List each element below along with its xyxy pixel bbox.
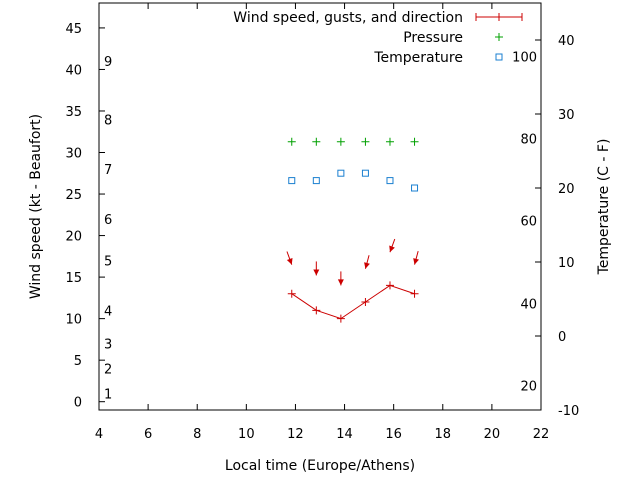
wind-speed-point <box>336 314 345 323</box>
legend-label: Pressure <box>403 30 463 46</box>
legend-sample-marker <box>495 33 503 41</box>
y2-tick-label: 40 <box>558 34 575 49</box>
fahrenheit-label: 60 <box>520 215 537 230</box>
y-tick-label: 0 <box>74 396 82 411</box>
wind-direction-arrow <box>364 255 370 269</box>
wind-speed-line <box>291 284 415 320</box>
x-tick-label: 22 <box>533 427 550 442</box>
fahrenheit-label: 40 <box>520 297 537 312</box>
fahrenheit-label: 20 <box>520 380 537 395</box>
x-tick-label: 14 <box>336 427 353 442</box>
data-marks <box>286 137 419 323</box>
y-axis-label: Wind speed (kt - Beaufort) <box>28 114 44 299</box>
wind-speed-point <box>361 298 370 307</box>
beaufort-label: 2 <box>104 362 112 377</box>
y2-axis-label: Temperature (C - F) <box>596 139 612 276</box>
x-tick-label: 10 <box>238 427 255 442</box>
x-tick-label: 18 <box>435 427 452 442</box>
wind-direction-arrow <box>337 271 344 286</box>
wind-direction-arrow <box>313 261 320 276</box>
x-tick-label: 8 <box>193 427 201 442</box>
y2-tick-label: 10 <box>558 256 575 271</box>
wind-speed-point <box>312 306 321 315</box>
y-tick-label: 25 <box>65 188 82 203</box>
legend-label: Wind speed, gusts, and direction <box>233 10 463 26</box>
legend-label: Temperature <box>373 50 463 66</box>
y-tick-label: 35 <box>65 105 82 120</box>
y-tick-label: 30 <box>65 147 82 162</box>
temperature-point <box>386 177 394 185</box>
y-tick-label: 15 <box>65 271 82 286</box>
beaufort-label: 1 <box>104 387 112 402</box>
pressure-point <box>410 137 419 146</box>
pressure-point <box>361 137 370 146</box>
x-tick-label: 20 <box>484 427 501 442</box>
beaufort-label: 8 <box>104 113 112 128</box>
x-tick-label: 4 <box>95 427 103 442</box>
beaufort-label: 4 <box>104 304 112 319</box>
x-tick-label: 16 <box>385 427 402 442</box>
beaufort-label: 3 <box>104 338 112 353</box>
y-tick-label: 20 <box>65 230 82 245</box>
x-tick-label: 6 <box>144 427 152 442</box>
axis-ticks <box>98 3 542 411</box>
pressure-point <box>336 137 345 146</box>
x-axis-label: Local time (Europe/Athens) <box>225 458 415 474</box>
beaufort-label: 9 <box>104 55 112 70</box>
wind-direction-arrow <box>286 251 293 265</box>
beaufort-label: 6 <box>104 213 112 228</box>
pressure-point <box>312 137 321 146</box>
y-tick-label: 5 <box>74 354 82 369</box>
wind-direction-arrow <box>389 238 396 253</box>
wind-speed-point <box>385 281 394 290</box>
wind-speed-point <box>410 289 419 298</box>
temperature-point <box>411 184 419 192</box>
pressure-point <box>385 137 394 146</box>
x-tick-label: 12 <box>287 427 304 442</box>
wind-direction-arrow <box>413 250 419 265</box>
fahrenheit-label: 80 <box>520 132 537 147</box>
y2-tick-label: -10 <box>558 404 579 419</box>
legend: Wind speed, gusts, and direction Pressure… <box>233 10 523 66</box>
plot-frame <box>98 2 542 411</box>
wind-speed-point <box>287 289 296 298</box>
y2-tick-label: 30 <box>558 108 575 123</box>
y-tick-label: 10 <box>65 313 82 328</box>
temperature-point <box>337 169 345 177</box>
fahrenheit-label: 100 <box>512 50 537 65</box>
pressure-point <box>287 137 296 146</box>
y-tick-label: 45 <box>65 22 82 37</box>
temperature-point <box>361 169 369 177</box>
y2-tick-label: 20 <box>558 182 575 197</box>
y2-tick-label: 0 <box>558 330 566 345</box>
beaufort-label: 7 <box>104 163 112 178</box>
legend-sample-marker <box>475 13 523 21</box>
legend-sample-marker <box>495 53 503 61</box>
temperature-point <box>288 177 296 185</box>
tick-labels: 4 6 8 10 12 14 16 18 20 22051015202530354045-1001… <box>65 22 579 442</box>
y-tick-label: 40 <box>65 63 82 78</box>
temperature-point <box>312 177 320 185</box>
beaufort-label: 5 <box>104 254 112 269</box>
